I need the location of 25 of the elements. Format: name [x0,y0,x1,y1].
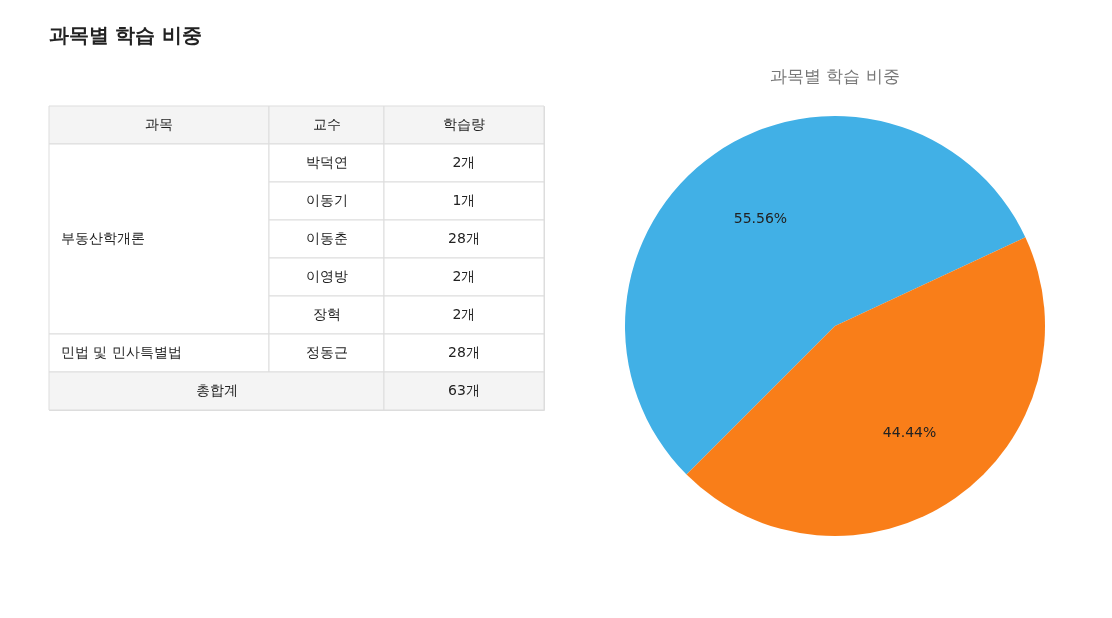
text: 2개 [452,306,476,322]
text: 과목별 학습 비중 [48,22,203,47]
text: 총합계 [195,382,238,398]
text: 2개 [452,154,476,170]
text: 28개 [448,230,480,246]
text: 63개 [448,382,480,398]
text: 이동춘 [305,230,348,246]
text: 이동기 [305,192,348,208]
text: 1개 [452,192,476,208]
data-label: 44.44% [882,423,937,440]
category-label: 과목 [145,116,173,132]
category-label: 학습량 [443,116,485,132]
chart-title: 과목별 학습 비중 [770,66,900,86]
text: 정동근 [305,344,348,360]
text: 부동산학개론 [61,230,145,246]
data-label: 55.56% [733,210,788,227]
text: 28개 [448,344,480,360]
text: 이영방 [305,268,348,284]
text: 2개 [452,268,476,284]
text: 민법 및 민사특별법 [61,344,182,360]
text: 박덕연 [305,154,348,170]
text: 장혁 [312,306,341,322]
pie-slice [625,116,1026,475]
pie-slice [686,237,1045,536]
category-label: 교수 [312,116,341,132]
